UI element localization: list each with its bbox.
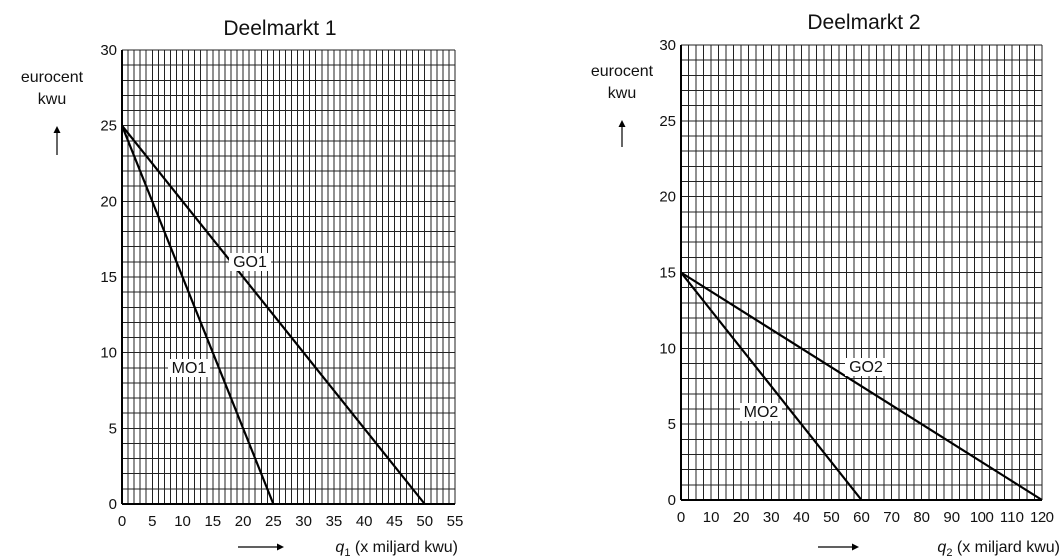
grid — [680, 44, 1043, 501]
y-tick-label: 5 — [109, 420, 117, 437]
x-tick-label: 60 — [853, 509, 870, 526]
svg-text:MO1: MO1 — [172, 360, 207, 377]
y-tick-label: 20 — [100, 193, 117, 210]
x-tick-label: 5 — [148, 513, 156, 530]
y-tick-label: 10 — [100, 345, 117, 362]
x-tick-label: 100 — [970, 509, 994, 526]
x-axis-label: q1 (x miljard kwu) — [335, 539, 458, 559]
x-tick-label: 10 — [174, 513, 191, 530]
y-tick-label: 10 — [659, 340, 676, 357]
x-tick-label: 15 — [204, 513, 221, 530]
x-tick-label: 25 — [265, 513, 282, 530]
chart-title: Deelmarkt 2 — [807, 11, 920, 34]
chart-2: 0 5 10 15 20 25 30 0 10 20 30 40 50 60 70 80 90 100 110 120… — [591, 11, 1060, 559]
right-arrow-icon — [818, 543, 859, 551]
x-tick-label: 70 — [883, 509, 900, 526]
y-tick-label: 15 — [100, 269, 117, 286]
x-tick-label: 55 — [447, 513, 464, 530]
y-tick-label: 30 — [100, 42, 117, 59]
y-tick-label: 0 — [109, 496, 117, 513]
x-tick-label: 40 — [356, 513, 373, 530]
series-line-go1 — [121, 124, 426, 505]
y-tick-label: 5 — [668, 416, 676, 433]
x-tick-label: 90 — [943, 509, 960, 526]
series-label-go2: GO2 — [845, 358, 887, 376]
x-tick-label: 20 — [733, 509, 750, 526]
x-tick-label: 120 — [1030, 509, 1054, 526]
svg-text:GO2: GO2 — [849, 359, 883, 376]
x-tick-label: 110 — [1000, 509, 1024, 526]
x-axis-label: q2 (x miljard kwu) — [937, 539, 1060, 559]
x-tick-label: 0 — [677, 509, 685, 526]
series-label-go1: GO1 — [229, 253, 271, 271]
y-tick-label: 25 — [659, 113, 676, 130]
y-tick-label: 30 — [659, 37, 676, 54]
y-axis-label-line-2: kwu — [608, 85, 636, 102]
x-tick-label: 80 — [913, 509, 930, 526]
x-tick-label: 0 — [118, 513, 126, 530]
right-arrow-icon — [238, 543, 284, 551]
grid — [121, 49, 456, 505]
series-line-mo2 — [680, 271, 863, 501]
x-tick-label: 35 — [326, 513, 343, 530]
chart-title: Deelmarkt 1 — [223, 17, 336, 40]
y-axis-label-line-1: eurocent — [21, 69, 84, 86]
series-label-mo2: MO2 — [740, 403, 782, 421]
x-tick-label: 20 — [235, 513, 252, 530]
series-line-go2 — [680, 271, 1043, 501]
series-label-mo1: MO1 — [168, 359, 210, 377]
svg-text:MO2: MO2 — [744, 404, 779, 421]
y-axis-label-line-2: kwu — [38, 91, 66, 108]
x-tick-label: 10 — [703, 509, 720, 526]
x-tick-label: 30 — [763, 509, 780, 526]
x-tick-label: 40 — [793, 509, 810, 526]
up-arrow-icon — [618, 120, 626, 147]
x-tick-label: 30 — [295, 513, 312, 530]
y-tick-label: 0 — [668, 492, 676, 509]
y-tick-label: 25 — [100, 118, 117, 135]
svg-text:GO1: GO1 — [233, 254, 267, 271]
chart-1: 0 5 10 15 20 25 30 0 5 10 15 20 25 30 35 40 45 50 55 Deelma… — [21, 17, 463, 559]
up-arrow-icon — [53, 126, 61, 155]
series-line-mo1 — [120, 125, 275, 505]
y-axis-label-line-1: eurocent — [591, 63, 654, 80]
y-tick-label: 15 — [659, 265, 676, 282]
x-tick-label: 50 — [823, 509, 840, 526]
x-tick-label: 45 — [386, 513, 403, 530]
y-tick-label: 20 — [659, 189, 676, 206]
x-tick-label: 50 — [416, 513, 433, 530]
